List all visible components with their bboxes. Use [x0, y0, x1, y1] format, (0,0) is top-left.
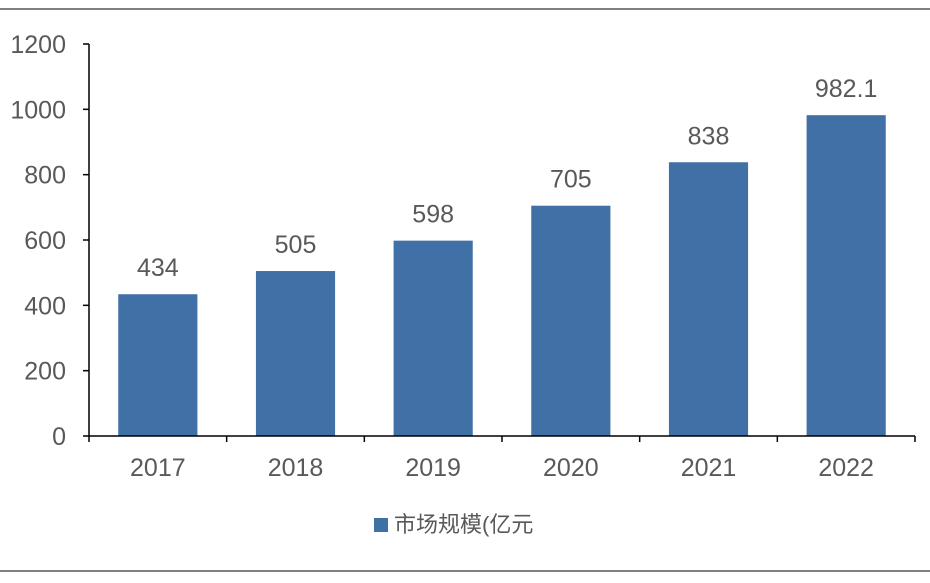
x-tick-label: 2017 [130, 454, 186, 482]
bars-group [118, 115, 886, 436]
y-tick-label: 800 [24, 162, 66, 190]
legend-swatch [374, 518, 388, 532]
y-axis-ticks: 0 200 400 600 800 1000 1200 [10, 31, 89, 451]
data-label: 598 [412, 201, 454, 229]
y-tick-label: 400 [24, 292, 66, 320]
y-tick-label: 1000 [10, 96, 66, 124]
bar [255, 271, 336, 436]
legend: 市场规模(亿元 [374, 512, 533, 537]
bar [393, 240, 473, 436]
data-label: 505 [275, 231, 317, 259]
bar [118, 294, 198, 436]
data-label: 838 [688, 122, 730, 150]
x-tick-label: 2022 [818, 454, 874, 482]
data-label: 982.1 [815, 75, 878, 103]
bar [531, 205, 611, 436]
y-tick-label: 600 [24, 227, 66, 255]
bar [668, 162, 749, 436]
x-axis-ticks: 2017 2018 2019 2020 2021 2022 [88, 436, 916, 482]
y-tick-label: 1200 [10, 31, 66, 59]
x-tick-label: 2019 [405, 454, 461, 482]
y-tick-label: 200 [24, 358, 66, 386]
y-tick-label: 0 [52, 423, 66, 451]
x-tick-label: 2020 [543, 454, 599, 482]
legend-label: 市场规模(亿元 [394, 512, 533, 537]
bar [806, 115, 886, 436]
data-labels-group: 434 505 598 705 838 982.1 [137, 75, 877, 282]
x-tick-label: 2021 [681, 454, 737, 482]
x-tick-label: 2018 [268, 454, 324, 482]
data-label: 434 [137, 254, 179, 282]
data-label: 705 [550, 166, 592, 194]
